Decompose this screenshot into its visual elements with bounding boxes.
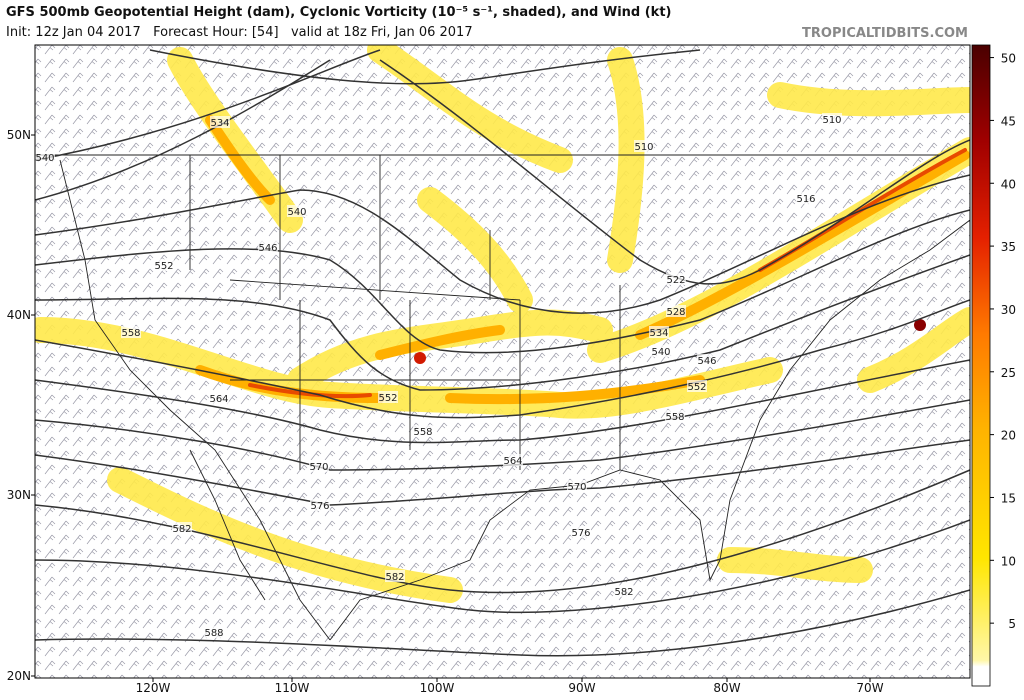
contour-label-bg (172, 522, 192, 534)
colorbar (971, 44, 991, 687)
contour-label: 558 (665, 412, 684, 423)
contour-label-bg (309, 460, 329, 472)
colorbar-tick-label: 40 (1001, 177, 1016, 191)
colorbar-ticks: 5 10 15 20 25 30 35 40 45 50 (990, 52, 1016, 631)
colorbar-tick-label: 50 (1001, 52, 1016, 66)
contour-label-bg (258, 241, 278, 253)
lon-label: 100W (420, 681, 455, 695)
map-frame (34, 44, 971, 679)
contour-label: 570 (309, 462, 328, 473)
colorbar-tick-label: 25 (1001, 366, 1016, 380)
lat-label: 50N (7, 128, 31, 142)
contour-label: 540 (287, 207, 306, 218)
title: GFS 500mb Geopotential Height (dam), Cyc… (6, 5, 672, 20)
contour-label-bg (665, 410, 685, 422)
contour-label: 546 (697, 356, 716, 367)
contour-label: 558 (413, 427, 432, 438)
contour-label: 582 (385, 572, 404, 583)
contour-label-bg (567, 480, 587, 492)
height-contours (35, 49, 970, 657)
contour-label: 510 (822, 115, 841, 126)
contour-label: 552 (378, 393, 397, 404)
map-area: 534 540 540 546 552 558 564 552 558 570 564 576 582 5… (35, 45, 970, 678)
contour-label: 564 (209, 394, 228, 405)
contour-label-bg (649, 326, 669, 338)
contour-label-bg (614, 585, 634, 597)
lat-label: 40N (7, 308, 31, 322)
contour-label: 564 (503, 456, 522, 467)
contour-label: 582 (614, 587, 633, 598)
contour-label-bg (697, 354, 717, 366)
brand: TROPICALTIDBITS.COM (802, 26, 968, 41)
contour-label-bg (796, 192, 816, 204)
contour-label-bg (822, 113, 842, 125)
contour-label: 552 (154, 261, 173, 272)
contour-label: 576 (310, 501, 329, 512)
contour-label-bg (687, 380, 707, 392)
contour-label: 588 (204, 628, 223, 639)
contour-label-bg (378, 391, 398, 403)
contour-label: 510 (634, 142, 653, 153)
contour-label-bg (503, 454, 523, 466)
contour-label-bg (210, 116, 230, 128)
contour-label-bg (204, 626, 224, 638)
subtitle: Init: 12z Jan 04 2017 Forecast Hour: [54… (6, 25, 473, 40)
contour-label-bg (35, 151, 55, 163)
contour-label: 576 (571, 528, 590, 539)
contour-label-bg (413, 425, 433, 437)
contour-label-bg (666, 305, 686, 317)
lon-label: 80W (713, 681, 740, 695)
contour-label-bg (121, 326, 141, 338)
colorbar-tick-label: 45 (1001, 114, 1016, 128)
coastlines (35, 154, 970, 641)
contour-label: 570 (567, 482, 586, 493)
contour-label-bg (666, 273, 686, 285)
lat-label: 20N (7, 669, 31, 683)
contour-label: 540 (35, 153, 54, 164)
contour-label-bg (634, 140, 654, 152)
contour-label: 558 (121, 328, 140, 339)
lon-label: 70W (856, 681, 883, 695)
contour-label-bg (287, 205, 307, 217)
colorbar-tick-label: 10 (1001, 554, 1016, 568)
axes: 50N 40N 30N 20N 120W 110W 100W 90W 80W 70W (7, 128, 884, 695)
contour-label: 522 (666, 275, 685, 286)
lon-label: 110W (275, 681, 310, 695)
contour-label-bg (209, 392, 229, 404)
lon-label: 90W (568, 681, 595, 695)
contour-label: 528 (666, 307, 685, 318)
colorbar-tick-label: 15 (1001, 491, 1016, 505)
contour-label: 552 (687, 382, 706, 393)
colorbar-tick-label: 35 (1001, 240, 1016, 254)
contour-label-bg (154, 259, 174, 271)
colorbar-tick-label: 5 (1008, 617, 1016, 631)
contour-label: 546 (258, 243, 277, 254)
contour-label: 540 (651, 347, 670, 358)
vorticity-shading (35, 45, 970, 603)
contour-label: 516 (796, 194, 815, 205)
contour-label-bg (651, 345, 671, 357)
colorbar-tick-label: 30 (1001, 303, 1016, 317)
contour-label: 534 (649, 328, 668, 339)
lat-label: 30N (7, 488, 31, 502)
contour-label-bg (310, 499, 330, 511)
lon-label: 120W (136, 681, 171, 695)
contour-labels: 534 540 540 546 552 558 564 552 558 570 564 576 582 5… (35, 113, 842, 639)
contour-label: 534 (210, 118, 229, 129)
colorbar-tick-label: 20 (1001, 429, 1016, 443)
contour-label-bg (385, 570, 405, 582)
contour-label: 582 (172, 524, 191, 535)
contour-label-bg (571, 526, 591, 538)
